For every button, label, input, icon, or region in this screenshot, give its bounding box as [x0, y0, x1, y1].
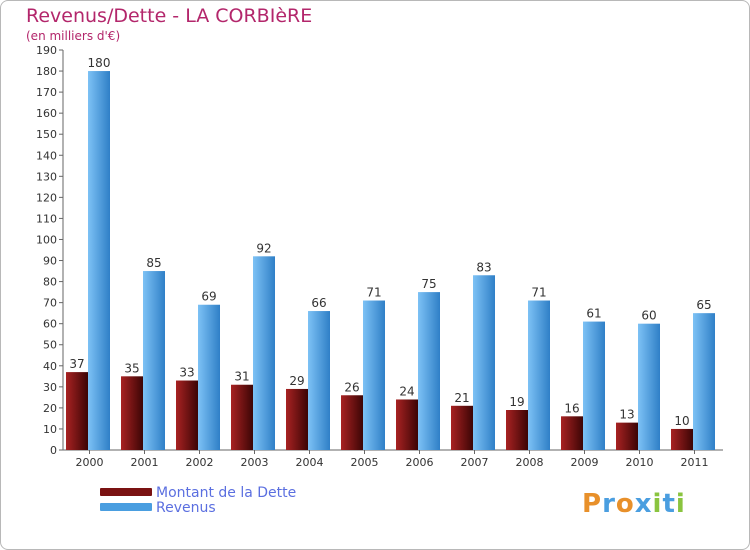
chart-subtitle: (en milliers d'€) — [26, 29, 121, 43]
y-tick-label: 170 — [36, 86, 57, 99]
revenus-bar — [583, 321, 605, 450]
revenus-value-label: 75 — [421, 277, 436, 291]
revenus-value-label: 66 — [311, 296, 326, 310]
logo-letter: o — [615, 489, 635, 519]
dette-value-label: 31 — [234, 370, 249, 384]
dette-bar — [286, 388, 308, 450]
y-tick-label: 180 — [36, 65, 57, 78]
dette-value-label: 29 — [289, 374, 304, 388]
x-tick-label: 2008 — [516, 456, 544, 469]
dette-value-label: 24 — [399, 384, 414, 398]
chart-title: Revenus/Dette - LA CORBIèRE — [26, 5, 313, 27]
x-tick-label: 2003 — [241, 456, 269, 469]
revenus-bar — [418, 292, 440, 450]
y-tick-label: 110 — [36, 212, 57, 225]
revenus-bar — [528, 300, 550, 450]
dette-bar — [396, 399, 418, 450]
revenus-value-label: 71 — [531, 286, 546, 300]
dette-bar — [671, 428, 693, 450]
revenus-value-label: 180 — [88, 56, 111, 70]
revenus-bar — [473, 275, 495, 450]
x-tick-label: 2009 — [571, 456, 599, 469]
y-tick-label: 80 — [43, 276, 57, 289]
dette-bar — [341, 395, 363, 450]
x-tick-label: 2004 — [296, 456, 324, 469]
x-tick-label: 2005 — [351, 456, 379, 469]
revenus-value-label: 71 — [366, 286, 381, 300]
revenus-bar — [253, 256, 275, 450]
dette-bar — [66, 372, 88, 450]
dette-value-label: 21 — [454, 391, 469, 405]
dette-value-label: 13 — [619, 408, 634, 422]
logo-letter: t — [662, 489, 676, 519]
dette-value-label: 33 — [179, 366, 194, 380]
revenus-value-label: 60 — [641, 309, 656, 323]
y-tick-label: 50 — [43, 339, 57, 352]
x-tick-label: 2011 — [681, 456, 709, 469]
dette-value-label: 26 — [344, 380, 359, 394]
logo-letter: x — [634, 489, 653, 519]
y-tick-label: 30 — [43, 381, 57, 394]
x-tick-label: 2001 — [131, 456, 159, 469]
revenus-bar — [363, 300, 385, 450]
dette-value-label: 19 — [509, 395, 524, 409]
x-tick-label: 2000 — [76, 456, 104, 469]
dette-bar — [176, 380, 198, 450]
proxiti-logo: Proxiti — [582, 489, 686, 519]
revenus-bar — [143, 271, 165, 450]
logo-letter: i — [675, 489, 686, 519]
revenus-value-label: 92 — [256, 241, 271, 255]
revenus-bar — [198, 304, 220, 450]
logo-letter: i — [652, 489, 663, 519]
y-tick-label: 0 — [50, 444, 57, 457]
dette-value-label: 10 — [674, 414, 689, 428]
dette-bar — [506, 410, 528, 450]
y-tick-label: 140 — [36, 149, 57, 162]
y-tick-label: 60 — [43, 318, 57, 331]
revenus-bar — [693, 313, 715, 450]
y-tick-label: 10 — [43, 423, 57, 436]
logo-letter: r — [602, 489, 616, 519]
y-tick-label: 40 — [43, 360, 57, 373]
y-tick-label: 120 — [36, 191, 57, 204]
y-tick-label: 90 — [43, 255, 57, 268]
x-tick-label: 2006 — [406, 456, 434, 469]
y-tick-label: 20 — [43, 402, 57, 415]
y-tick-label: 100 — [36, 233, 57, 246]
dette-value-label: 35 — [124, 361, 139, 375]
y-tick-label: 190 — [36, 44, 57, 57]
revenus-value-label: 65 — [696, 298, 711, 312]
dette-value-label: 16 — [564, 401, 579, 415]
x-tick-label: 2002 — [186, 456, 214, 469]
revenus-bar — [638, 323, 660, 450]
dette-bar — [561, 416, 583, 450]
dette-value-label: 37 — [69, 357, 84, 371]
revenus-value-label: 61 — [586, 307, 601, 321]
dette-bar — [616, 422, 638, 450]
y-tick-label: 160 — [36, 107, 57, 120]
dette-bar — [231, 384, 253, 450]
legend-label-dette: Montant de la Dette — [156, 485, 297, 501]
revenus-bar — [88, 71, 110, 450]
y-tick-label: 70 — [43, 297, 57, 310]
legend-label-revenus: Revenus — [156, 500, 216, 516]
revenus-value-label: 83 — [476, 260, 491, 274]
y-tick-label: 150 — [36, 128, 57, 141]
revenus-value-label: 85 — [146, 256, 161, 270]
revenus-value-label: 69 — [201, 290, 216, 304]
y-tick-label: 130 — [36, 170, 57, 183]
legend-swatch-dette — [100, 488, 152, 496]
revenus-bar — [308, 311, 330, 450]
logo-letter: P — [582, 489, 603, 519]
dette-bar — [451, 405, 473, 450]
dette-bar — [121, 376, 143, 450]
x-tick-label: 2007 — [461, 456, 489, 469]
legend-swatch-revenus — [100, 503, 152, 511]
x-tick-label: 2010 — [626, 456, 654, 469]
